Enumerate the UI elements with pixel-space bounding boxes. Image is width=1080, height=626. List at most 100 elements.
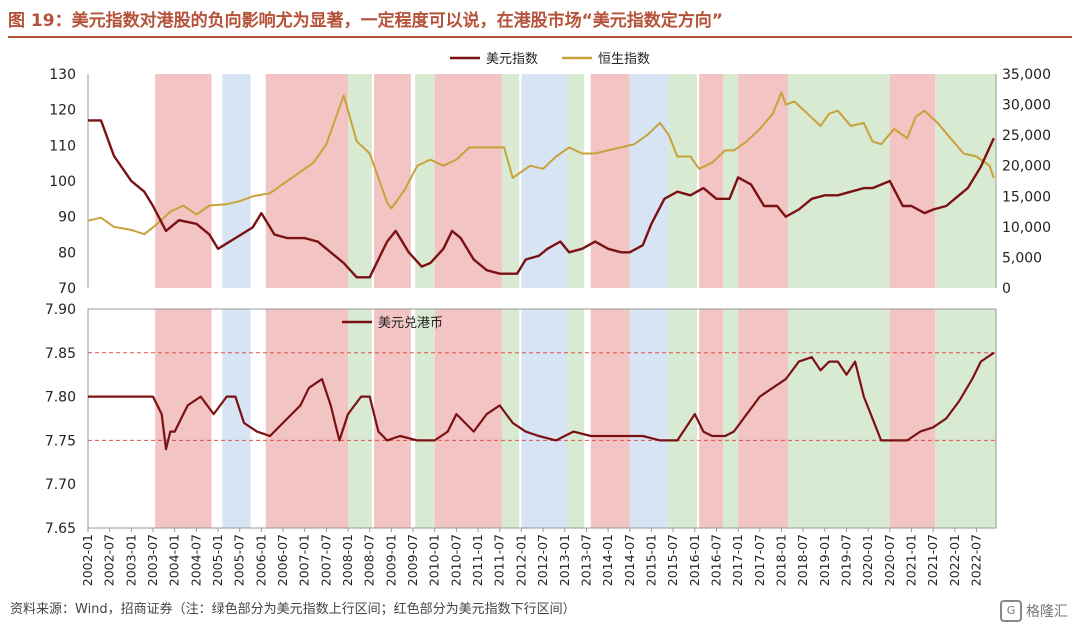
band-red-top [590, 74, 630, 288]
band-blue-top [629, 74, 669, 288]
chart-canvas: 130 120 110 100 90 80 70 35,000 30,000 25,000 20,0… [45, 52, 1051, 586]
x-tick-label: 2022-01 [947, 534, 962, 586]
legend-label: 恒生指数 [598, 52, 650, 67]
band-blue-bottom [521, 309, 567, 528]
x-tick-label: 2022-07 [968, 534, 983, 586]
watermark: G 格隆汇 [1000, 600, 1068, 622]
series-line-usd-hkd [88, 351, 995, 451]
y-tick-left: 90 [58, 210, 76, 226]
band-red-bottom [590, 309, 630, 528]
band-green-top [935, 74, 996, 288]
band-green-bottom [566, 309, 585, 528]
plot-frame-bottom [87, 308, 997, 529]
series-lines [87, 91, 995, 451]
band-blue-bottom [222, 309, 251, 528]
band-red-top [434, 74, 502, 288]
band-red-bottom [889, 309, 936, 528]
y-tick-right: 15,000 [1002, 189, 1051, 205]
x-tick-label: 2013-07 [578, 534, 593, 586]
x-tick-label: 2002-07 [102, 534, 117, 586]
band-green-top [415, 74, 435, 288]
y-tick-bottom: 7.70 [45, 477, 76, 493]
band-green-bottom [415, 309, 435, 528]
band-green-bottom [348, 309, 372, 528]
y-tick-bottom: 7.85 [45, 346, 76, 362]
x-tick-label: 2021-01 [903, 534, 918, 586]
band-green-bottom [787, 309, 890, 528]
y-tick-right: 25,000 [1002, 128, 1051, 144]
band-red-top [889, 74, 936, 288]
legend-label: 美元兑港币 [378, 316, 443, 331]
x-tick-label: 2019-07 [838, 534, 853, 586]
legend-label: 美元指数 [486, 52, 538, 67]
y-tick-right: 5,000 [1002, 250, 1042, 266]
band-green-top [501, 74, 520, 288]
x-tick-label: 2021-07 [925, 534, 940, 586]
x-tick-label: 2009-07 [405, 534, 420, 586]
x-tick-label: 2016-07 [708, 534, 723, 586]
source-note: 资料来源：Wind，招商证券（注：绿色部分为美元指数上行区间；红色部分为美元指数… [10, 602, 576, 617]
x-tick-label: 2010-01 [427, 534, 442, 586]
x-tick-label: 2011-01 [470, 534, 485, 586]
x-tick-label: 2016-01 [687, 534, 702, 586]
band-green-top [722, 74, 739, 288]
x-tick-label: 2014-01 [600, 534, 615, 586]
tick-labels: 130 120 110 100 90 80 70 35,000 30,000 25,000 20,0… [45, 67, 1051, 586]
band-red-bottom [738, 309, 788, 528]
y-tick-left: 130 [49, 67, 76, 83]
y-tick-bottom: 7.75 [45, 433, 76, 449]
title-rule [8, 36, 1072, 38]
y-tick-right: 20,000 [1002, 159, 1051, 175]
x-tick-label: 2018-07 [795, 534, 810, 586]
band-red-bottom [434, 309, 502, 528]
x-tick-label: 2014-07 [622, 534, 637, 586]
x-tick-label: 2009-01 [383, 534, 398, 586]
band-green-bottom [722, 309, 739, 528]
y-tick-right: 10,000 [1002, 220, 1051, 236]
band-blue-top [521, 74, 567, 288]
x-tick-label: 2020-01 [860, 534, 875, 586]
x-tick-label: 2008-07 [362, 534, 377, 586]
x-tick-label: 2018-01 [773, 534, 788, 586]
series-line-hsi [87, 91, 995, 236]
y-tick-right: 35,000 [1002, 67, 1051, 83]
x-tick-label: 2011-07 [492, 534, 507, 586]
watermark-text: 格隆汇 [1026, 604, 1068, 620]
band-green-top [566, 74, 585, 288]
band-red-top [265, 74, 349, 288]
band-red-top [155, 74, 212, 288]
x-tick-label: 2007-01 [297, 534, 312, 586]
y-tick-bottom: 7.80 [45, 390, 76, 406]
band-red-top [699, 74, 723, 288]
x-tick-label: 2005-01 [210, 534, 225, 586]
y-tick-bottom: 7.90 [45, 302, 76, 318]
x-tick-label: 2017-07 [752, 534, 767, 586]
y-tick-left: 70 [58, 281, 76, 297]
band-blue-top [222, 74, 251, 288]
band-green-top [668, 74, 697, 288]
x-tick-label: 2015-07 [665, 534, 680, 586]
x-tick-label: 2003-07 [145, 534, 160, 586]
x-tick-label: 2002-01 [80, 534, 95, 586]
x-tick-label: 2013-01 [557, 534, 572, 586]
y-tick-bottom: 7.65 [45, 521, 76, 537]
band-red-bottom [699, 309, 723, 528]
x-tick-label: 2015-01 [643, 534, 658, 586]
x-tick-label: 2004-01 [167, 534, 182, 586]
x-tick-label: 2019-01 [817, 534, 832, 586]
x-tick-label: 2017-01 [730, 534, 745, 586]
x-tick-label: 2012-07 [535, 534, 550, 586]
series-line-usd-index [88, 119, 995, 279]
band-blue-bottom [629, 309, 669, 528]
band-red-bottom [155, 309, 212, 528]
x-tick-label: 2006-01 [253, 534, 268, 586]
band-red-bottom [265, 309, 349, 528]
band-red-bottom [374, 309, 411, 528]
axes [87, 74, 997, 532]
x-tick-label: 2008-01 [340, 534, 355, 586]
x-tick-label: 2003-01 [123, 534, 138, 586]
x-tick-label: 2007-07 [318, 534, 333, 586]
y-tick-left: 120 [49, 103, 76, 119]
band-green-top [348, 74, 372, 288]
